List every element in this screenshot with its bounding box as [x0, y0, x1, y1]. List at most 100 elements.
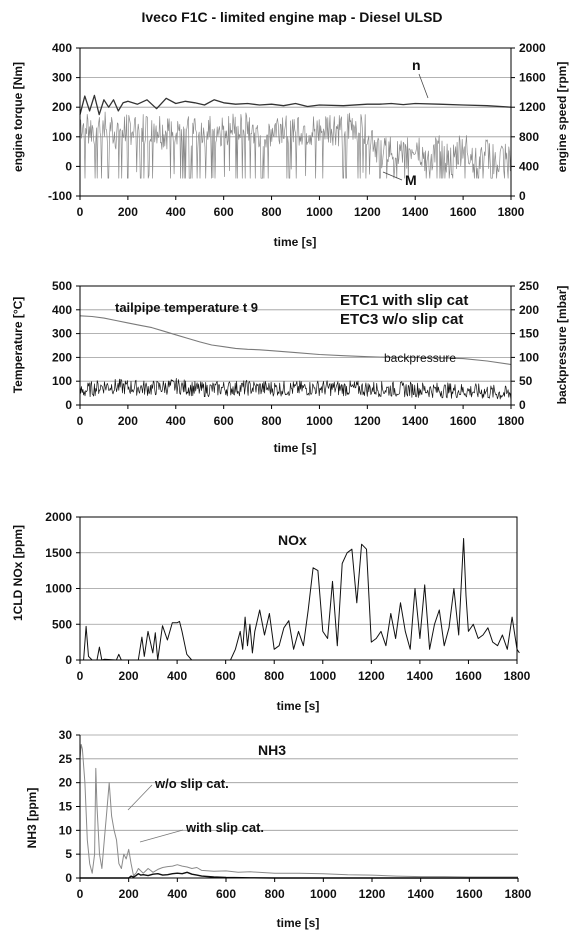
figure-title: Iveco F1C - limited engine map - Diesel … [141, 9, 443, 25]
y-axis-ticks: 0 5 10 15 20 25 30 [59, 728, 80, 885]
y-tick-label: 2000 [45, 510, 72, 524]
annotation-without-slip-pointer [127, 784, 153, 811]
x-tick-label: 1200 [358, 669, 385, 683]
y-axis-ticks: -100 0 100 200 300 400 [48, 41, 80, 203]
y-tick-label: 10 [59, 823, 73, 837]
x-axis-ticks: 0 200 400 600 800 1000 1200 1400 1600 1800 [77, 196, 525, 219]
y2-tick-label: 150 [519, 327, 539, 341]
y-axis-ticks: 0 100 200 300 400 500 [52, 279, 80, 412]
series-line-2 [79, 378, 512, 401]
series-line-1 [80, 538, 520, 661]
x-tick-label: 0 [77, 887, 84, 901]
x-axis-ticks: 0 200 400 600 800 1000 1200 1400 1600 1800 [77, 660, 531, 683]
y2-axis-ticks: 0 400 800 1200 1600 2000 [511, 41, 546, 203]
x-tick-label: 0 [77, 205, 84, 219]
annotation-with-slip-pointer [139, 829, 184, 843]
x-axis-ticks: 0 200 400 600 800 1000 1200 1400 1600 1800 [77, 405, 525, 428]
x-tick-label: 600 [214, 205, 234, 219]
x-tick-label: 200 [119, 887, 139, 901]
y-tick-label: 5 [65, 847, 72, 861]
x-tick-label: 1200 [359, 887, 386, 901]
x-tick-label: 800 [264, 669, 284, 683]
y-tick-label: 0 [65, 871, 72, 885]
y2-axis-ticks: 0 50 100 150 200 250 [511, 279, 539, 412]
x-tick-label: 800 [262, 414, 282, 428]
y-tick-label: 500 [52, 617, 72, 631]
x-tick-label: 1000 [309, 669, 336, 683]
x-tick-label: 1200 [354, 205, 381, 219]
x-tick-label: 1000 [310, 887, 337, 901]
y2-tick-label: 1600 [519, 71, 546, 85]
series-lines [80, 538, 520, 661]
legend-etc3: ETC3 w/o slip cat [340, 311, 463, 328]
annotation-tailpipe: tailpipe temperature t 9 [115, 300, 258, 315]
y-tick-label: 1000 [45, 582, 72, 596]
series-lines [79, 94, 512, 179]
annotation-n-pointer [418, 73, 429, 99]
annotation-with-slip: with slip cat. [185, 820, 264, 835]
y-axis-label: Temperature [°C] [11, 297, 25, 394]
y-tick-label: 0 [65, 398, 72, 412]
y2-tick-label: 0 [519, 398, 526, 412]
y2-tick-label: 2000 [519, 41, 546, 55]
y2-tick-label: 50 [519, 374, 533, 388]
series-line-1 [79, 744, 518, 878]
annotation-backpressure: backpressure [384, 351, 456, 365]
y-tick-label: 200 [52, 100, 72, 114]
plot-area [79, 734, 518, 879]
legend-etc1: ETC1 with slip cat [340, 292, 468, 309]
y-tick-label: 0 [65, 159, 72, 173]
x-tick-label: 800 [262, 205, 282, 219]
x-tick-label: 1600 [450, 414, 477, 428]
y-tick-label: 25 [59, 752, 73, 766]
y-tick-label: 300 [52, 327, 72, 341]
series-line-1 [79, 94, 512, 116]
x-tick-label: 200 [119, 669, 139, 683]
grid-lines [80, 734, 518, 855]
y-tick-label: 400 [52, 303, 72, 317]
plot-area [79, 47, 512, 197]
y2-axis-label: backpressure [mbar] [555, 286, 569, 405]
x-tick-label: 1400 [407, 887, 434, 901]
y2-tick-label: 400 [519, 159, 539, 173]
y-axis-label: 1CLD NOx [ppm] [11, 525, 25, 621]
y-tick-label: 200 [52, 350, 72, 364]
x-tick-label: 200 [118, 205, 138, 219]
x-axis-label: time [s] [277, 699, 320, 713]
annotation-n: n [412, 57, 421, 73]
x-axis-label: time [s] [274, 441, 317, 455]
y2-tick-label: 800 [519, 130, 539, 144]
y-tick-label: 15 [59, 800, 73, 814]
x-tick-label: 1600 [455, 669, 482, 683]
x-tick-label: 1800 [498, 205, 525, 219]
series-line-2 [79, 111, 512, 179]
x-tick-label: 1400 [407, 669, 434, 683]
y-tick-label: 30 [59, 728, 73, 742]
y-axis-ticks: 0 500 1000 1500 2000 [45, 510, 80, 667]
y2-axis-label: engine speed [rpm] [555, 62, 569, 173]
annotation-without-slip: w/o slip cat. [154, 776, 229, 791]
y-tick-label: 20 [59, 776, 73, 790]
x-tick-label: 400 [166, 205, 186, 219]
chart-nox: 1CLD NOx [ppm] 0 500 1000 1500 2000 0 200 400 6… [11, 510, 531, 713]
y-axis-label: NH3 [ppm] [25, 788, 39, 849]
x-tick-label: 600 [214, 414, 234, 428]
y-tick-label: 500 [52, 279, 72, 293]
x-tick-label: 1600 [456, 887, 483, 901]
x-tick-label: 400 [167, 669, 187, 683]
x-tick-label: 0 [77, 669, 84, 683]
x-tick-label: 600 [216, 669, 236, 683]
chart-title-nh3: NH3 [258, 742, 286, 758]
annotation-m-pointer [382, 171, 403, 181]
y-tick-label: 100 [52, 374, 72, 388]
x-tick-label: 1000 [306, 414, 333, 428]
x-tick-label: 0 [77, 414, 84, 428]
x-tick-label: 1400 [402, 414, 429, 428]
y2-tick-label: 0 [519, 189, 526, 203]
annotation-nox: NOx [278, 532, 307, 548]
y-tick-label: 0 [65, 653, 72, 667]
series-lines [79, 744, 518, 879]
x-tick-label: 1200 [354, 414, 381, 428]
y2-tick-label: 1200 [519, 100, 546, 114]
y-tick-label: 1500 [45, 546, 72, 560]
